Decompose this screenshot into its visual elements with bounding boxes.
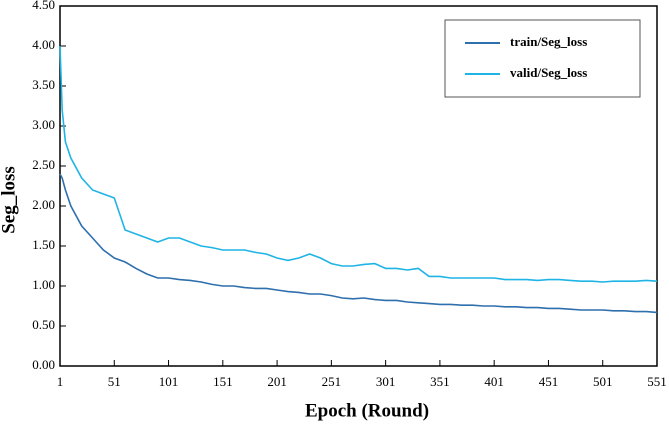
- y-tick-label: 2.00: [32, 197, 55, 212]
- y-tick-label: 0.50: [32, 317, 55, 332]
- legend-label: valid/Seg_loss: [510, 65, 587, 80]
- line: [59, 173, 658, 314]
- x-tick-label: 51: [108, 374, 121, 389]
- x-tick-label: 301: [376, 374, 396, 389]
- x-tick-label: 451: [539, 374, 559, 389]
- legend-label: train/Seg_loss: [510, 34, 587, 49]
- x-tick-label: 1: [57, 374, 64, 389]
- plot-frame: [59, 5, 658, 367]
- x-axis-label: Epoch (Round): [305, 400, 429, 421]
- x-tick-label: 201: [267, 374, 287, 389]
- x-tick-label: 401: [484, 374, 504, 389]
- x-tick-label: 251: [322, 374, 342, 389]
- x-tick-label: 501: [593, 374, 613, 389]
- legend-box: [444, 19, 641, 98]
- y-tick-label: 1.50: [32, 237, 55, 252]
- y-tick-label: 2.50: [32, 157, 55, 172]
- y-tick-label: 4.50: [32, 0, 55, 12]
- y-tick-label: 4.00: [32, 37, 55, 52]
- x-tick-label: 551: [647, 374, 667, 389]
- y-tick-label: 0.00: [32, 357, 55, 372]
- y-axis-label: Seg_loss: [0, 166, 19, 234]
- line: [59, 45, 658, 283]
- y-tick-label: 3.50: [32, 77, 55, 92]
- y-tick-label: 1.00: [32, 277, 55, 292]
- x-tick-label: 101: [159, 374, 179, 389]
- y-tick-label: 3.00: [32, 117, 55, 132]
- x-tick-label: 151: [213, 374, 233, 389]
- x-tick-label: 351: [430, 374, 450, 389]
